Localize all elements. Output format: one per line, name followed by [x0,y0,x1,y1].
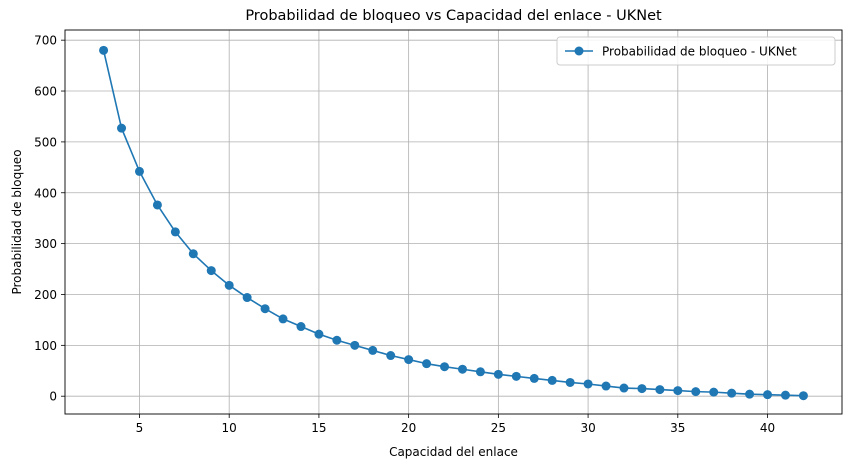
data-point [709,387,719,397]
series-line [102,50,804,397]
data-point [619,383,629,393]
data-point [350,340,360,350]
legend-marker-sample [574,46,584,56]
x-axis-label: Capacidad del enlace [389,445,518,459]
y-tick-label: 0 [49,390,57,404]
x-tick-label: 20 [401,421,416,435]
data-point [99,45,109,55]
x-tick-label: 35 [670,421,685,435]
y-tick-label: 200 [34,288,57,302]
series-layer [99,45,808,401]
y-tick-label: 500 [34,135,57,149]
data-point [206,266,216,276]
data-point [170,227,180,237]
data-point [224,280,234,290]
data-point [368,345,378,355]
data-point [422,359,432,369]
data-point [547,375,557,385]
legend-box [556,36,836,66]
y-tick-label: 100 [34,339,57,353]
legend-label: Probabilidad de bloqueo - UKNet [602,45,797,59]
data-point [727,388,737,398]
data-point [386,351,396,361]
data-point [404,355,414,365]
x-tick-label: 40 [760,421,775,435]
x-tick-label: 10 [222,421,237,435]
data-point [152,200,162,210]
data-point [260,304,270,314]
legend: Probabilidad de bloqueo - UKNet [556,36,836,66]
data-point [188,249,198,259]
plot-frame [64,29,843,415]
data-point [242,293,252,303]
data-point [565,377,575,387]
x-tick-label: 15 [311,421,326,435]
y-tick-label: 300 [34,237,57,251]
data-point [583,379,593,389]
x-tick-label: 30 [580,421,595,435]
y-tick-label: 600 [34,85,57,99]
data-point [637,384,647,394]
x-tick-label: 25 [491,421,506,435]
grid [65,30,842,414]
data-point [798,391,808,401]
data-point [493,369,503,379]
data-point [278,314,288,324]
data-point [691,387,701,397]
data-point [780,390,790,400]
data-point [134,166,144,176]
data-point [745,389,755,399]
data-point [655,385,665,395]
data-point [511,371,521,381]
data-point [117,123,127,133]
data-point [440,362,450,372]
y-axis-label: Probabilidad de bloqueo [10,149,24,294]
data-point [529,373,539,383]
data-point [296,322,306,332]
chart-title: Probabilidad de bloqueo vs Capacidad del… [245,8,662,24]
y-tick-label: 400 [34,186,57,200]
data-point [457,364,467,374]
data-point [763,390,773,400]
x-tick-label: 5 [136,421,144,435]
y-tick-label: 700 [34,34,57,48]
data-point [673,386,683,396]
data-point [475,367,485,377]
data-point [314,329,324,339]
data-point [332,335,342,345]
data-point [601,381,611,391]
